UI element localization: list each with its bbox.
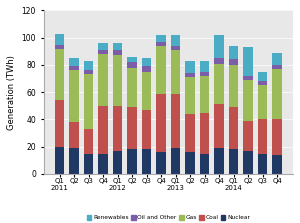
Bar <box>142 149 151 174</box>
Bar <box>258 153 267 174</box>
Bar <box>84 153 93 174</box>
Bar <box>128 68 137 107</box>
Bar <box>214 148 224 174</box>
Bar <box>185 73 195 77</box>
Bar <box>55 147 64 174</box>
Bar <box>200 61 209 72</box>
Bar <box>200 72 209 76</box>
Bar <box>113 106 122 151</box>
Bar <box>214 58 224 64</box>
Bar <box>70 122 79 148</box>
Bar <box>272 120 282 155</box>
Bar <box>229 65 238 107</box>
Bar <box>128 107 137 149</box>
Bar <box>98 54 108 106</box>
Bar <box>98 43 108 50</box>
Bar <box>200 153 209 174</box>
Y-axis label: Generation (TWh): Generation (TWh) <box>7 55 16 130</box>
Bar <box>156 152 166 174</box>
Bar <box>142 72 151 110</box>
Bar <box>156 42 166 46</box>
Bar <box>214 35 224 58</box>
Bar <box>171 35 180 46</box>
Bar <box>84 70 93 74</box>
Bar <box>55 34 64 45</box>
Bar <box>243 80 253 121</box>
Bar <box>185 61 195 73</box>
Bar <box>55 100 64 147</box>
Bar <box>200 76 209 113</box>
Bar <box>84 61 93 70</box>
Bar <box>272 69 282 120</box>
Bar <box>113 55 122 106</box>
Bar <box>156 35 166 42</box>
Bar <box>243 76 253 80</box>
Bar <box>70 66 79 70</box>
Bar <box>258 85 267 120</box>
Bar <box>185 114 195 152</box>
Bar <box>229 46 238 60</box>
Bar <box>128 57 137 62</box>
Bar <box>214 104 224 148</box>
Bar <box>55 45 64 49</box>
Bar <box>258 72 267 81</box>
Bar <box>171 50 180 94</box>
Bar <box>70 58 79 66</box>
Bar <box>55 49 64 100</box>
Bar <box>128 62 137 68</box>
Bar <box>272 53 282 65</box>
Bar <box>128 149 137 174</box>
Bar <box>243 151 253 174</box>
Bar <box>156 46 166 94</box>
Bar <box>142 66 151 72</box>
Bar <box>113 50 122 55</box>
Bar <box>229 107 238 149</box>
Bar <box>214 64 224 104</box>
Bar <box>142 110 151 149</box>
Bar <box>229 60 238 65</box>
Bar <box>98 153 108 174</box>
Bar <box>258 81 267 85</box>
Bar <box>70 148 79 174</box>
Bar <box>142 58 151 66</box>
Bar <box>98 50 108 54</box>
Bar <box>70 70 79 122</box>
Bar <box>243 121 253 151</box>
Bar <box>258 120 267 153</box>
Bar <box>229 149 238 174</box>
Bar <box>171 46 180 50</box>
Bar <box>113 151 122 174</box>
Bar <box>272 155 282 174</box>
Bar <box>98 106 108 153</box>
Bar <box>113 43 122 50</box>
Bar <box>200 113 209 153</box>
Bar <box>84 129 93 153</box>
Bar <box>171 94 180 148</box>
Bar <box>171 148 180 174</box>
Bar <box>84 74 93 129</box>
Bar <box>156 94 166 152</box>
Bar <box>185 152 195 174</box>
Bar <box>243 47 253 76</box>
Legend: Renewables, Oil and Other, Gas, Coal, Nuclear: Renewables, Oil and Other, Gas, Coal, Nu… <box>84 213 253 223</box>
Bar <box>185 77 195 114</box>
Bar <box>272 65 282 69</box>
